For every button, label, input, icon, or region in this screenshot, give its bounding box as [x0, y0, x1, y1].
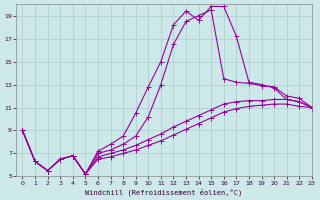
- X-axis label: Windchill (Refroidissement éolien,°C): Windchill (Refroidissement éolien,°C): [85, 188, 243, 196]
